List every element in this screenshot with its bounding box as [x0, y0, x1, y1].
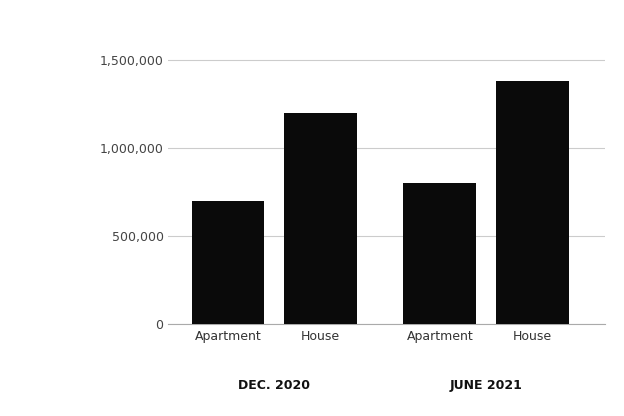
- Bar: [285, 113, 357, 324]
- Text: JUNE 2021: JUNE 2021: [450, 379, 522, 392]
- Text: DEC. 2020: DEC. 2020: [238, 379, 310, 392]
- Bar: [496, 81, 569, 324]
- Bar: [404, 183, 476, 324]
- Bar: [192, 201, 265, 324]
